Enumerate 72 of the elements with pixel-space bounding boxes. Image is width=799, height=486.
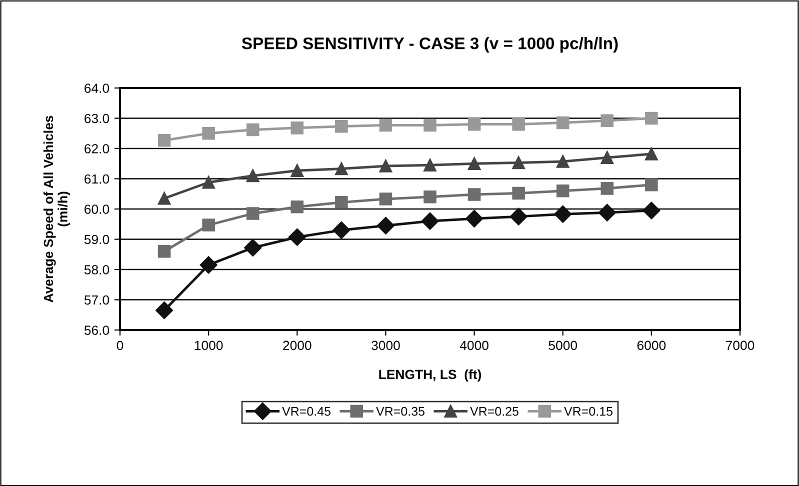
legend-label: VR=0.35: [376, 406, 424, 416]
point: [288, 228, 306, 246]
x-tick-label: 0: [116, 340, 124, 350]
point: [600, 182, 614, 195]
x-tick-label: 4000: [460, 340, 488, 350]
point: [424, 190, 436, 204]
point: [424, 118, 436, 132]
point: [600, 151, 614, 164]
point: [202, 126, 215, 140]
point: [290, 200, 304, 214]
point: [290, 164, 304, 177]
point: [466, 210, 483, 228]
point: [379, 160, 392, 172]
x-tick-label: 7000: [726, 340, 754, 350]
point: [512, 118, 525, 131]
point: [244, 239, 262, 256]
point: [600, 114, 614, 128]
point: [468, 118, 481, 131]
point: [645, 178, 658, 192]
point: [246, 123, 260, 136]
point: [554, 205, 572, 223]
point: [556, 155, 570, 168]
point: [158, 244, 171, 258]
point: [645, 112, 658, 125]
y-tick-label: 61.0: [84, 174, 110, 184]
point: [598, 204, 616, 222]
y-tick-label: 64.0: [84, 84, 110, 93]
y-tick-label: 56.0: [84, 326, 110, 335]
x-tick-label: 5000: [548, 340, 578, 350]
point: [202, 218, 215, 232]
point: [510, 208, 528, 226]
point: [158, 192, 171, 205]
x-tick-label: 6000: [637, 340, 666, 350]
point: [246, 169, 260, 182]
point: [556, 116, 570, 130]
point: [424, 158, 436, 172]
point: [512, 156, 525, 170]
point: [512, 186, 525, 200]
x-tick-label: 3000: [372, 340, 400, 350]
legend-label: VR=0.45: [282, 406, 330, 416]
point: [556, 184, 570, 198]
y-tick-label: 62.0: [84, 144, 110, 154]
point: [468, 188, 481, 201]
point: [202, 176, 215, 189]
point: [246, 207, 260, 220]
point: [158, 134, 171, 147]
x-tick-label: 1000: [194, 340, 223, 350]
point: [335, 196, 348, 209]
point: [421, 212, 439, 230]
point: [335, 162, 348, 176]
point: [379, 118, 392, 132]
point: [642, 202, 660, 220]
point: [379, 192, 392, 206]
point: [335, 120, 348, 133]
y-tick-label: 59.0: [84, 234, 110, 244]
point: [200, 256, 218, 274]
point: [332, 221, 350, 239]
point: [468, 157, 481, 170]
x-axis-title: LENGTH, LS (ft): [379, 369, 482, 382]
y-tick-label: 60.0: [84, 204, 110, 214]
point: [290, 122, 304, 134]
point: [645, 148, 658, 160]
chart-title: SPEED SENSITIVITY - CASE 3 (v = 1000 pc/h/ln): [242, 37, 618, 53]
y-tick-label: 58.0: [84, 265, 110, 274]
point: [156, 302, 173, 320]
legend-label: VR=0.25: [470, 406, 518, 416]
y-axis-title: Average Speed of All Vehicles (mi/h): [43, 116, 70, 302]
y-tick-label: 57.0: [84, 295, 110, 305]
x-tick-label: 2000: [283, 340, 312, 350]
y-tick-label: 63.0: [84, 114, 110, 124]
legend-label: VR=0.15: [564, 406, 612, 416]
point: [377, 216, 394, 234]
